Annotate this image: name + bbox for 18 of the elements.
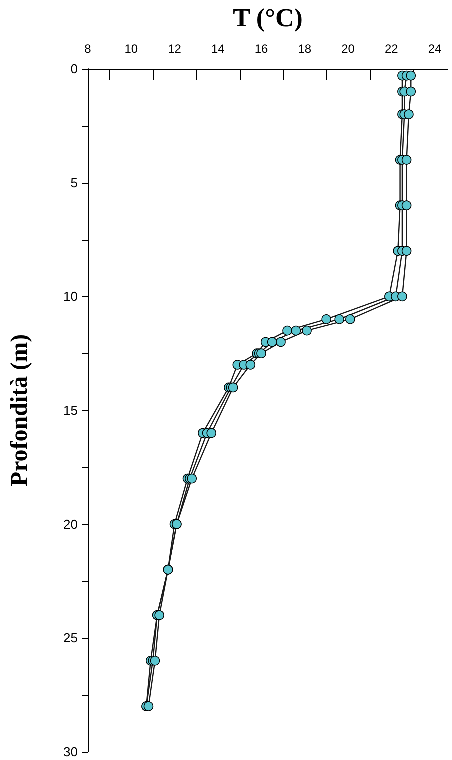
x-tick-label: 8 <box>84 42 92 56</box>
y-tick-label: 5 <box>70 175 78 190</box>
y-tick-label: 20 <box>64 516 78 532</box>
y-tick-label: 0 <box>70 62 78 76</box>
x-tick-label: 12 <box>168 42 182 56</box>
x-tick-label: 24 <box>428 42 442 56</box>
x-tick-label: 14 <box>211 42 226 56</box>
y-tick-label: 30 <box>64 744 78 760</box>
y-tick-label: 25 <box>64 630 78 646</box>
y-tick-label: 10 <box>64 289 78 304</box>
x-tick-label: 16 <box>254 42 268 56</box>
x-tick-label: 18 <box>298 42 312 56</box>
y-tick-label: 15 <box>64 403 78 418</box>
x-tick-label: 10 <box>124 42 138 56</box>
x-tick-label: 20 <box>342 42 356 56</box>
x-tick-label: 22 <box>384 42 399 56</box>
y-axis-title: Profondità (m) <box>7 334 33 487</box>
x-axis-title: T (°C) <box>233 4 303 32</box>
